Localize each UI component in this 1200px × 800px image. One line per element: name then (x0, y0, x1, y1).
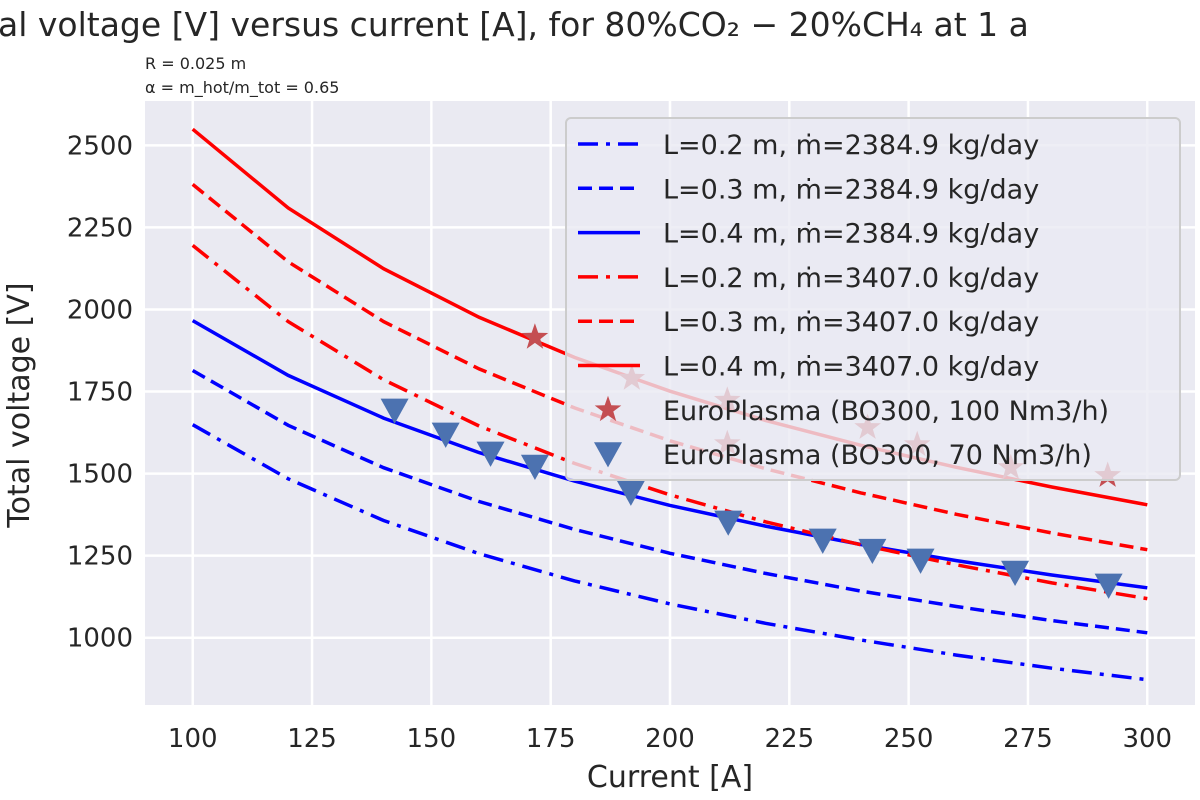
annotation-radius: R = 0.025 m (145, 54, 246, 73)
x-tick-label: 300 (1122, 724, 1172, 754)
x-tick-label: 225 (764, 724, 814, 754)
y-tick-label: 1000 (67, 624, 133, 654)
triangle-marker (616, 480, 645, 506)
legend: L=0.2 m, ṁ=2384.9 kg/day L=0.3 m, ṁ=2384.… (565, 117, 1181, 481)
triangle-marker (808, 528, 837, 554)
triangle-marker (380, 398, 409, 424)
y-tick-label: 1500 (67, 460, 133, 490)
x-tick-label: 275 (1003, 724, 1053, 754)
legend-label: L=0.2 m, ṁ=3407.0 kg/day (663, 263, 1039, 294)
x-tick-label: 175 (526, 724, 576, 754)
x-tick-label: 100 (168, 724, 218, 754)
triangle-marker (1001, 560, 1030, 587)
legend-star-icon (594, 395, 622, 422)
series-line-3 (191, 244, 1148, 601)
y-tick-label: 1750 (67, 378, 133, 408)
y-tick-labels: 1000 1250 1500 1750 2000 2250 2500 (67, 131, 133, 653)
x-tick-label: 250 (884, 724, 934, 754)
triangle-marker (906, 548, 935, 574)
legend-label: L=0.2 m, ṁ=2384.9 kg/day (663, 130, 1039, 161)
triangle-marker (714, 510, 743, 536)
x-tick-label: 200 (645, 724, 695, 754)
series-line-2 (191, 319, 1148, 590)
series-line-1 (191, 368, 1148, 635)
legend-label: EuroPlasma (BO300, 100 Nm3/h) (663, 396, 1109, 427)
star-marker (521, 323, 549, 349)
legend-label: L=0.4 m, ṁ=2384.9 kg/day (663, 219, 1039, 250)
annotation-alpha: α = m_hot/m_tot = 0.65 (145, 78, 339, 98)
legend-label: L=0.3 m, ṁ=3407.0 kg/day (663, 307, 1039, 338)
y-tick-label: 1250 (67, 542, 133, 572)
x-tick-labels: 100 125 150 175 200 225 250 275 300 (168, 724, 1172, 754)
y-tick-label: 2250 (67, 213, 133, 243)
triangle-marker (858, 538, 887, 565)
x-tick-label: 125 (287, 724, 337, 754)
legend-box (565, 117, 1181, 481)
y-axis-label: Total voltage [V] (2, 282, 37, 528)
x-tick-label: 150 (407, 724, 457, 754)
triangle-marker (476, 441, 505, 467)
y-tick-label: 2000 (67, 295, 133, 325)
triangle-marker (431, 422, 460, 448)
series-line-0 (191, 423, 1148, 682)
y-tick-label: 2500 (67, 131, 133, 161)
triangle-marker (520, 454, 549, 480)
chart-title: al voltage [V] versus current [A], for 8… (0, 5, 1029, 44)
x-axis-label: Current [A] (587, 760, 753, 795)
legend-label: L=0.4 m, ṁ=3407.0 kg/day (663, 352, 1039, 383)
legend-triangle-icon (594, 442, 622, 468)
triangle-marker (1094, 573, 1123, 599)
legend-label: L=0.3 m, ṁ=2384.9 kg/day (663, 174, 1039, 205)
legend-label: EuroPlasma (BO300, 70 Nm3/h) (663, 440, 1092, 471)
